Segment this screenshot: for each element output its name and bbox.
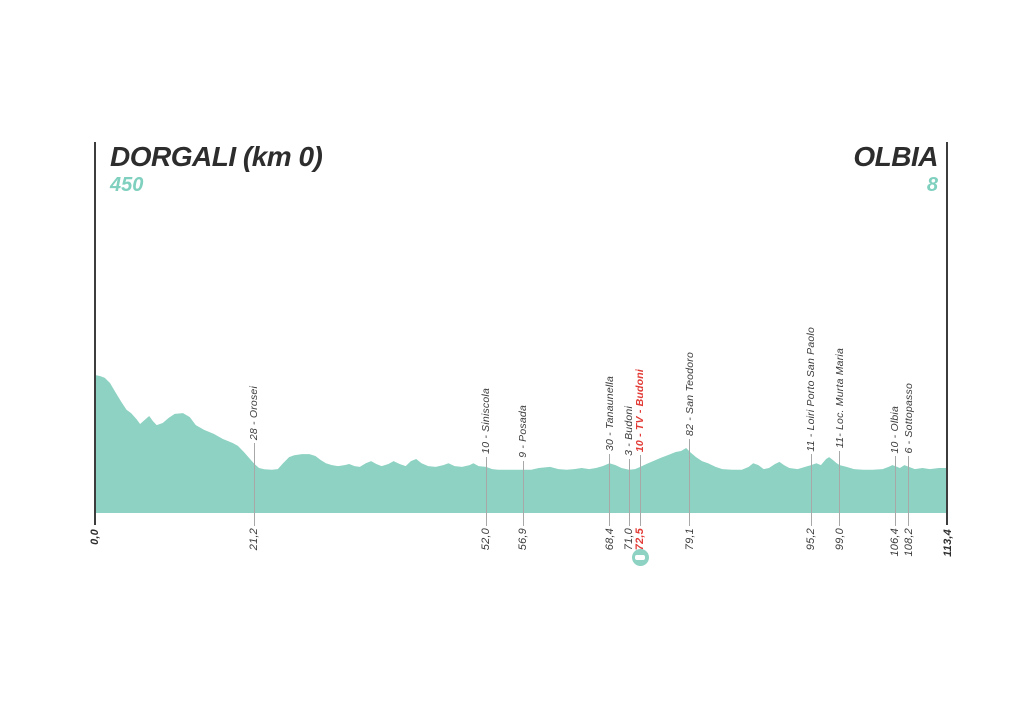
waypoint-label: 10 - Siniscola [480, 388, 493, 455]
sprint-icon [631, 549, 649, 566]
end-place-name: OLBIA [853, 141, 938, 172]
km-tick-label: 72,5 [634, 528, 647, 551]
marker-line [609, 454, 610, 526]
km-tick-label: 79,1 [683, 528, 696, 551]
km-tick-label: 0,0 [89, 529, 101, 545]
start-title-block: DORGALI (km 0) 450 [110, 141, 323, 197]
waypoint-label: 28 - Orosei [248, 385, 261, 441]
waypoint-label: 11 - Loiri Porto San Paolo [805, 326, 818, 452]
start-place-name: DORGALI (km 0) [110, 141, 323, 172]
marker-line [839, 451, 841, 526]
sprint-icon-bar [635, 555, 646, 560]
end-title-block: OLBIA 8 [853, 141, 938, 197]
waypoint-label: 6 - Sottopasso [902, 382, 915, 454]
km-tick-label: 68,4 [603, 528, 616, 551]
waypoint-label: 10 - Olbia [889, 405, 902, 454]
marker-line [253, 443, 255, 526]
marker-line [639, 455, 641, 526]
waypoint-label: 82 - San Teodoro [683, 352, 696, 437]
waypoint-label: 10 - TV - Budoni [634, 368, 647, 453]
km-tick-label: 21,2 [248, 528, 261, 551]
km-tick-label: 113,4 [942, 529, 954, 557]
km-tick-label: 106,4 [889, 528, 902, 557]
end-elevation: 8 [926, 173, 938, 196]
marker-line [522, 460, 524, 526]
waypoint-label: 30 - Tanaunella [603, 376, 616, 452]
marker-line [485, 457, 487, 526]
marker-line [628, 459, 630, 526]
km-tick-label: 95,2 [805, 528, 818, 551]
elevation-area [95, 375, 948, 513]
km-tick-label: 56,9 [517, 528, 529, 551]
waypoint-label: 11- Loc. Murta Maria [833, 347, 846, 449]
km-tick-label: 108,2 [902, 528, 915, 557]
marker-line [908, 456, 910, 526]
start-elevation: 450 [110, 173, 144, 196]
marker-line [689, 439, 691, 526]
end-boundary-line [946, 142, 948, 525]
km-tick-label: 52,0 [480, 528, 493, 551]
start-boundary-line [94, 142, 96, 525]
km-tick-label: 99,0 [833, 528, 846, 551]
marker-line [810, 454, 812, 526]
waypoint-label: 9 - Posada [517, 404, 529, 458]
marker-line [894, 456, 896, 526]
